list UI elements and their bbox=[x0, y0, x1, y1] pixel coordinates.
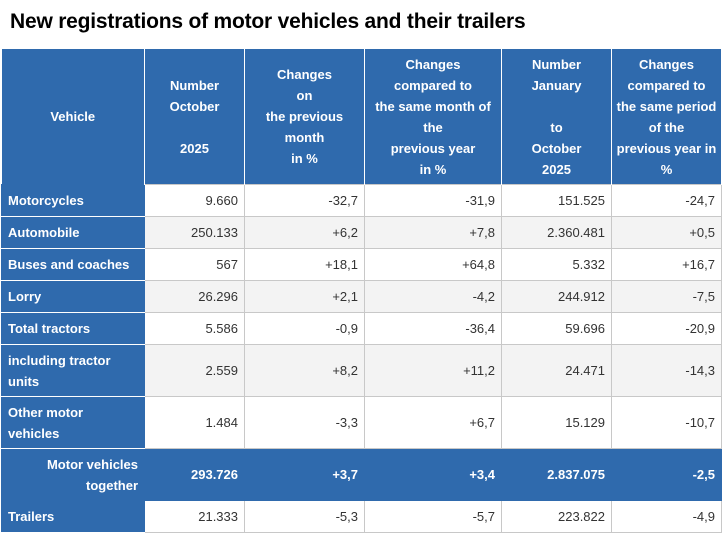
cell-value: 21.333 bbox=[144, 500, 245, 533]
header-change-same-month-previous-year: Changes compared to the same month of th… bbox=[364, 49, 502, 185]
cell-value: -3,3 bbox=[244, 396, 365, 449]
cell-value: 2.837.075 bbox=[501, 448, 612, 501]
cell-value: +18,1 bbox=[244, 248, 365, 281]
row-label: Buses and coaches bbox=[1, 248, 145, 281]
row-label: Motorcycles bbox=[1, 184, 145, 217]
cell-value: +7,8 bbox=[364, 216, 502, 249]
row-label: Total tractors bbox=[1, 312, 145, 345]
header-row: Vehicle Number October 2025 Changes on t… bbox=[1, 49, 722, 185]
header-change-previous-month: Changes on the previous month in % bbox=[244, 49, 365, 185]
cell-value: +16,7 bbox=[611, 248, 722, 281]
row-label: Trailers bbox=[1, 500, 145, 533]
registrations-table: Vehicle Number October 2025 Changes on t… bbox=[1, 49, 722, 533]
cell-value: +0,5 bbox=[611, 216, 722, 249]
table-row: Total tractors 5.586 -0,9 -36,4 59.696 -… bbox=[1, 312, 722, 345]
cell-value: -36,4 bbox=[364, 312, 502, 345]
row-label: Lorry bbox=[1, 280, 145, 313]
cell-value: -0,9 bbox=[244, 312, 365, 345]
cell-value: -2,5 bbox=[611, 448, 722, 501]
cell-value: 5.332 bbox=[501, 248, 612, 281]
cell-value: +2,1 bbox=[244, 280, 365, 313]
cell-value: +3,7 bbox=[244, 448, 365, 501]
table-row: Buses and coaches 567 +18,1 +64,8 5.332 … bbox=[1, 248, 722, 281]
cell-value: 2.360.481 bbox=[501, 216, 612, 249]
cell-value: +8,2 bbox=[244, 344, 365, 397]
cell-value: -7,5 bbox=[611, 280, 722, 313]
cell-value: -4,2 bbox=[364, 280, 502, 313]
cell-value: 26.296 bbox=[144, 280, 245, 313]
row-label: Motor vehicles together bbox=[1, 448, 145, 501]
header-number-october: Number October 2025 bbox=[144, 49, 245, 185]
cell-value: -32,7 bbox=[244, 184, 365, 217]
cell-value: -14,3 bbox=[611, 344, 722, 397]
row-label: including tractor units bbox=[1, 344, 145, 397]
cell-value: 15.129 bbox=[501, 396, 612, 449]
table-row: Other motor vehicles 1.484 -3,3 +6,7 15.… bbox=[1, 396, 722, 449]
row-label: Automobile bbox=[1, 216, 145, 249]
header-number-january-october: Number January to October 2025 bbox=[501, 49, 612, 185]
cell-value: -10,7 bbox=[611, 396, 722, 449]
cell-value: -31,9 bbox=[364, 184, 502, 217]
cell-value: +6,2 bbox=[244, 216, 365, 249]
table-row: including tractor units 2.559 +8,2 +11,2… bbox=[1, 344, 722, 397]
row-label: Other motor vehicles bbox=[1, 396, 145, 449]
table-row: Lorry 26.296 +2,1 -4,2 244.912 -7,5 bbox=[1, 280, 722, 313]
cell-value: 9.660 bbox=[144, 184, 245, 217]
cell-value: 5.586 bbox=[144, 312, 245, 345]
cell-value: 24.471 bbox=[501, 344, 612, 397]
cell-value: +11,2 bbox=[364, 344, 502, 397]
cell-value: 244.912 bbox=[501, 280, 612, 313]
page-title: New registrations of motor vehicles and … bbox=[10, 10, 526, 33]
total-row: Motor vehicles together 293.726 +3,7 +3,… bbox=[1, 448, 722, 501]
cell-value: 567 bbox=[144, 248, 245, 281]
cell-value: 223.822 bbox=[501, 500, 612, 533]
table-header: Vehicle Number October 2025 Changes on t… bbox=[1, 49, 722, 185]
cell-value: -24,7 bbox=[611, 184, 722, 217]
cell-value: +64,8 bbox=[364, 248, 502, 281]
cell-value: -5,3 bbox=[244, 500, 365, 533]
cell-value: -20,9 bbox=[611, 312, 722, 345]
header-change-same-period-previous-year: Changes compared to the same period of t… bbox=[611, 49, 722, 185]
cell-value: -5,7 bbox=[364, 500, 502, 533]
cell-value: -4,9 bbox=[611, 500, 722, 533]
cell-value: +6,7 bbox=[364, 396, 502, 449]
table-row: Automobile 250.133 +6,2 +7,8 2.360.481 +… bbox=[1, 216, 722, 249]
cell-value: 293.726 bbox=[144, 448, 245, 501]
cell-value: 2.559 bbox=[144, 344, 245, 397]
header-vehicle: Vehicle bbox=[1, 49, 145, 185]
cell-value: 151.525 bbox=[501, 184, 612, 217]
cell-value: 1.484 bbox=[144, 396, 245, 449]
cell-value: 59.696 bbox=[501, 312, 612, 345]
table-row: Motorcycles 9.660 -32,7 -31,9 151.525 -2… bbox=[1, 184, 722, 217]
cell-value: +3,4 bbox=[364, 448, 502, 501]
cell-value: 250.133 bbox=[144, 216, 245, 249]
table-row: Trailers 21.333 -5,3 -5,7 223.822 -4,9 bbox=[1, 500, 722, 533]
